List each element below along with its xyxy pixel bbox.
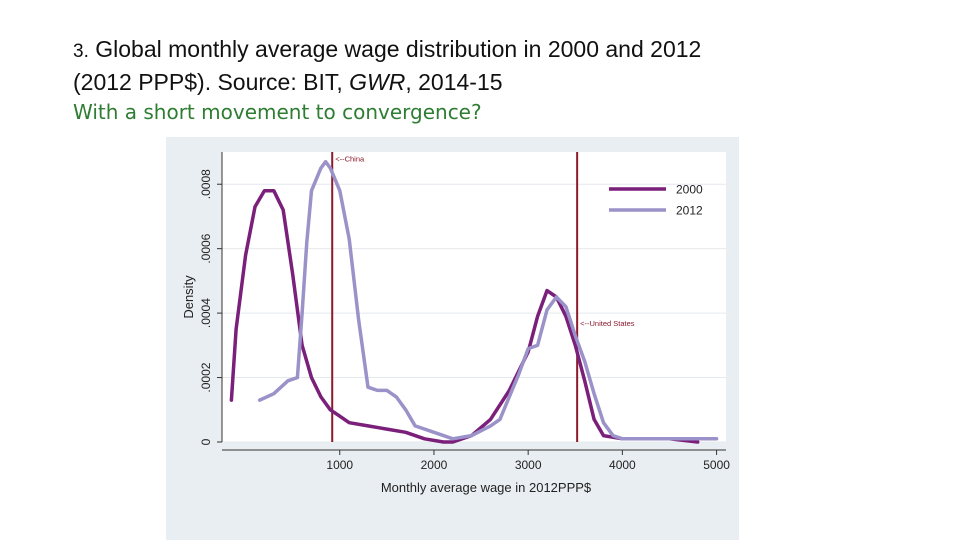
- density-chart: <--China <--United States 0 .0002 .0004 .000…: [181, 152, 730, 495]
- slide-title-line-1: 3. Global monthly average wage distribut…: [73, 34, 933, 67]
- slide-number: 3.: [73, 41, 89, 62]
- series-line-2000: [229, 188, 700, 444]
- x-tick-label: 3000: [515, 458, 542, 472]
- slide-subtitle: With a short movement to convergence?: [73, 100, 482, 124]
- y-tick-label: .0008: [199, 169, 213, 199]
- plot-area: [222, 152, 726, 442]
- reference-line-label: <--China: [335, 155, 365, 164]
- slide-title-block: 3. Global monthly average wage distribut…: [73, 34, 933, 125]
- legend-label-2012: 2012: [676, 204, 703, 218]
- y-axis-label: Density: [181, 275, 196, 319]
- chart-panel: <--China <--United States 0 .0002 .0004 .000…: [166, 137, 739, 540]
- title-text-2-italic: GWR: [349, 69, 406, 95]
- slide-title-line-2: (2012 PPP$). Source: BIT, GWR, 2014-15: [73, 67, 933, 97]
- title-text-2a: (2012 PPP$). Source: BIT,: [73, 69, 350, 95]
- x-tick-label: 4000: [609, 458, 636, 472]
- reference-line-label: <--United States: [580, 319, 635, 328]
- x-tick-label: 1000: [326, 458, 353, 472]
- y-tick-label: 0: [199, 438, 213, 445]
- y-tick-label: .0004: [199, 298, 213, 328]
- y-tick-label: .0006: [199, 233, 213, 263]
- x-tick-label: 2000: [421, 458, 448, 472]
- title-text-2b: , 2014-15: [405, 69, 503, 95]
- x-axis-label: Monthly average wage in 2012PPP$: [381, 480, 592, 495]
- series-line-2012: [257, 159, 719, 441]
- y-tick-label: .0002: [199, 362, 213, 392]
- title-text-1: Global monthly average wage distribution…: [88, 36, 702, 62]
- legend-label-2000: 2000: [676, 183, 703, 197]
- x-tick-label: 5000: [703, 458, 730, 472]
